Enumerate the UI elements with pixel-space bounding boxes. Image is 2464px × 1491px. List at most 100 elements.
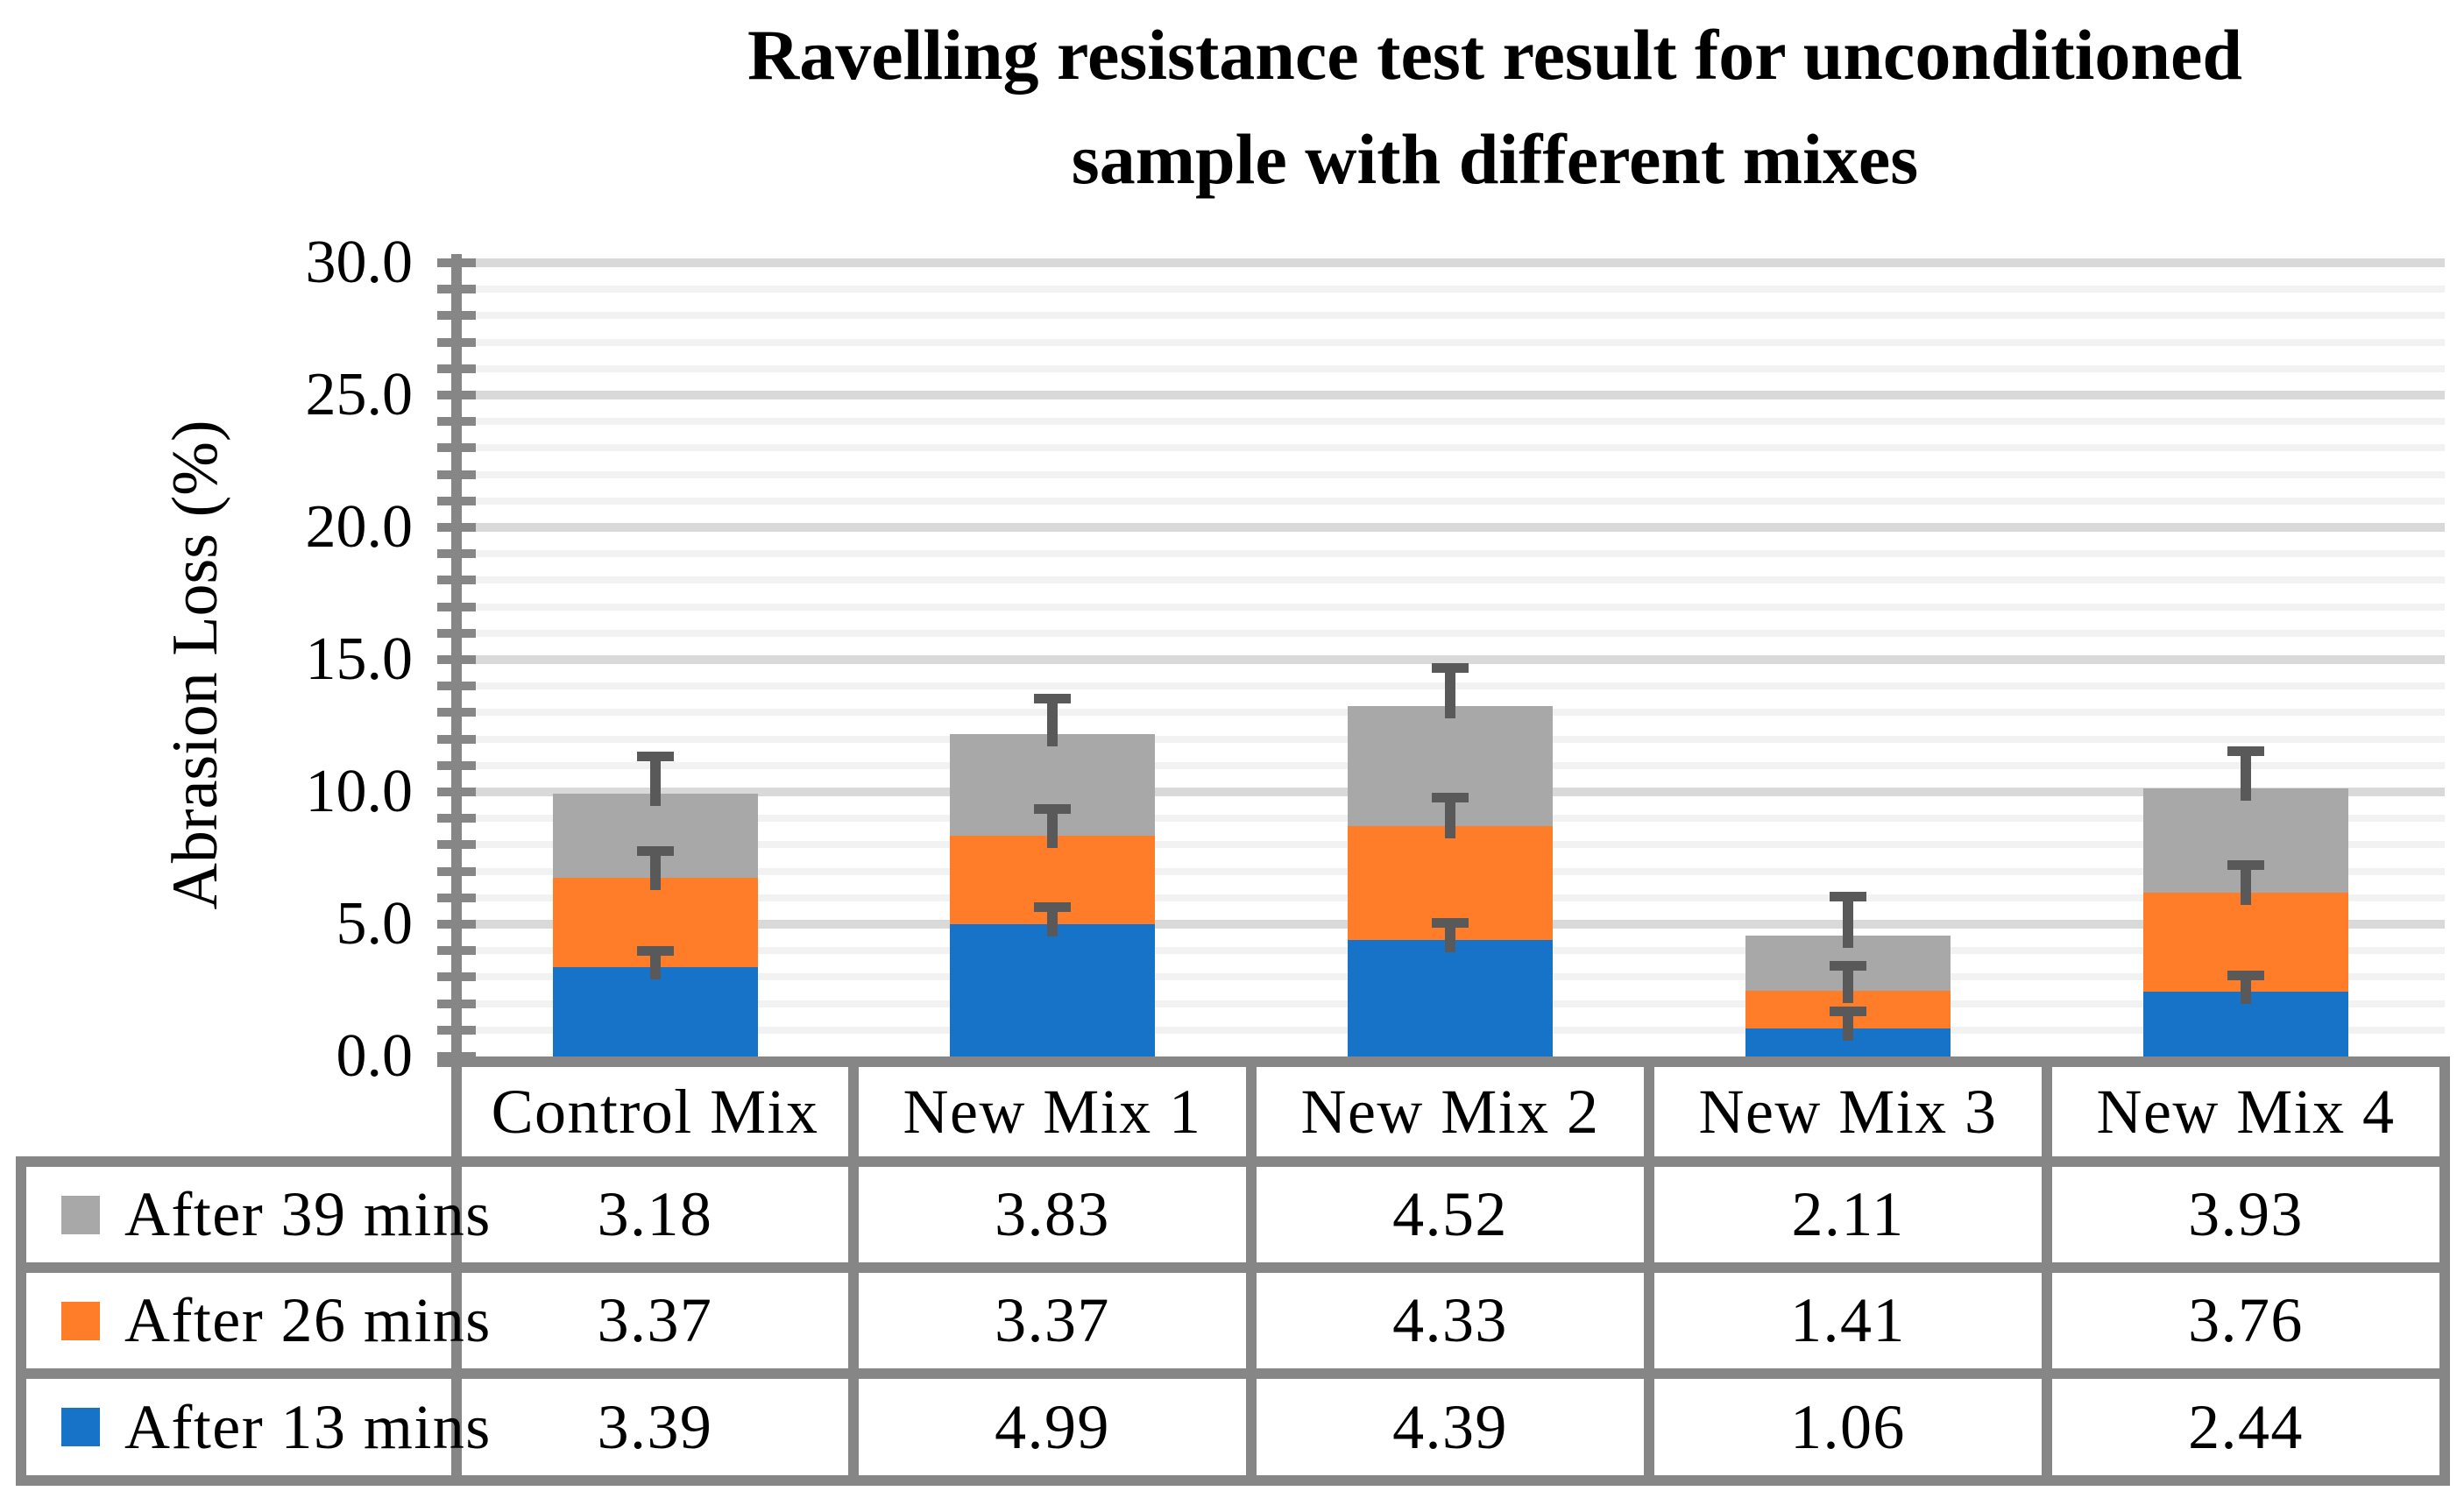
legend-label: After 26 mins	[124, 1285, 492, 1355]
error-bar-stem	[1843, 970, 1853, 1004]
gridline-minor	[457, 312, 2445, 320]
legend-label: After 13 mins	[124, 1391, 492, 1462]
error-bar-stem	[1843, 901, 1853, 948]
gridline-minor	[457, 470, 2445, 478]
gridline-minor	[457, 603, 2445, 611]
y-axis-tick	[437, 840, 476, 850]
error-bar-stem	[649, 760, 661, 806]
error-bar-stem	[1047, 812, 1058, 848]
error-bar-stem	[2241, 979, 2251, 1005]
legend-label: After 39 mins	[124, 1179, 492, 1249]
gridline-major	[457, 523, 2445, 532]
gridline-minor	[457, 418, 2445, 426]
table-border-vertical	[1644, 1056, 1654, 1486]
table-value-cell: 3.18	[597, 1179, 713, 1249]
table-value-cell: 2.11	[1791, 1179, 1905, 1249]
error-bar-stem	[2241, 755, 2251, 802]
table-header-cell: New Mix 4	[2096, 1076, 2396, 1147]
y-axis-tick	[437, 523, 476, 532]
error-bar-stem	[1843, 1014, 1853, 1041]
table-border-vertical	[2042, 1056, 2052, 1486]
y-axis-tick	[437, 391, 476, 399]
y-axis-tick-label: 25.0	[305, 361, 414, 428]
table-value-cell: 3.76	[2188, 1285, 2304, 1355]
y-axis-tick	[437, 628, 476, 638]
table-value-cell: 3.37	[995, 1285, 1110, 1355]
y-axis-tick	[437, 364, 476, 373]
gridline-minor	[457, 444, 2445, 452]
error-bar-cap	[2227, 859, 2264, 870]
y-axis-tick	[437, 496, 476, 505]
gridline-minor	[457, 550, 2445, 558]
y-axis-tick	[437, 946, 476, 956]
table-header-cell: Control Mix	[491, 1076, 819, 1147]
y-axis-tick	[437, 337, 476, 347]
table-value-cell: 4.33	[1392, 1285, 1508, 1355]
gridline-minor	[457, 629, 2445, 637]
gridline-major	[457, 391, 2445, 399]
chart-title-line2: sample with different mixes	[1071, 118, 1919, 199]
error-bar-stem	[1047, 910, 1058, 937]
bar-new-mix-1-after-13-mins	[950, 924, 1155, 1056]
y-axis-tick	[437, 549, 476, 559]
legend-item: After 39 mins	[26, 1167, 490, 1262]
error-bar-cap	[1034, 901, 1071, 912]
error-bar-cap	[1432, 918, 1469, 929]
table-value-cell: 3.83	[995, 1179, 1110, 1249]
y-axis-tick	[437, 788, 476, 796]
error-bar-stem	[649, 855, 661, 890]
error-bar-stem	[2241, 868, 2251, 905]
y-axis-tick	[437, 866, 476, 876]
y-axis-tick	[437, 1025, 476, 1035]
y-axis-tick	[437, 893, 476, 902]
error-bar-stem	[1445, 927, 1455, 953]
y-axis-tick	[437, 602, 476, 611]
error-bar-cap	[1432, 793, 1469, 803]
table-value-cell: 1.06	[1790, 1391, 1906, 1462]
y-axis-tick-label: 5.0	[336, 890, 414, 957]
x-axis-line	[437, 1056, 2450, 1067]
error-bar-cap	[1830, 892, 1866, 902]
y-axis-tick-label: 30.0	[305, 229, 414, 296]
bar-new-mix-2-after-13-mins	[1348, 940, 1553, 1056]
y-axis-tick	[437, 814, 476, 823]
table-border-vertical	[848, 1056, 859, 1486]
error-bar-stem	[1445, 671, 1455, 719]
y-axis-tick-label: 10.0	[305, 758, 414, 825]
error-bar-cap	[1034, 693, 1071, 703]
y-axis-tick	[437, 972, 476, 982]
table-border-horizontal	[16, 1156, 2450, 1167]
table-value-cell: 4.99	[995, 1391, 1110, 1462]
y-axis-tick-label: 15.0	[305, 625, 414, 693]
y-axis-tick	[437, 443, 476, 453]
chart-title-line1: Ravelling resistance test result for unc…	[747, 15, 2243, 95]
error-bar-stem	[1445, 802, 1455, 838]
table-border-vertical	[1246, 1056, 1257, 1486]
table-header-cell: New Mix 3	[1698, 1076, 1998, 1147]
table-value-cell: 3.39	[597, 1391, 713, 1462]
error-bar-cap	[636, 945, 674, 956]
gridline-major	[457, 655, 2445, 664]
table-value-cell: 3.93	[2188, 1179, 2304, 1249]
error-bar-cap	[636, 752, 674, 762]
gridline-minor	[457, 338, 2445, 346]
error-bar-cap	[2227, 746, 2264, 757]
y-axis-tick	[437, 470, 476, 479]
gridline-minor	[457, 364, 2445, 372]
error-bar-cap	[1034, 803, 1071, 814]
y-axis-tick	[437, 999, 476, 1008]
y-axis-tick	[437, 708, 476, 717]
y-axis-tick	[437, 576, 476, 585]
legend-swatch-icon	[61, 1301, 100, 1340]
table-border-vertical	[2439, 1056, 2450, 1486]
error-bar-stem	[649, 954, 661, 979]
y-axis-tick	[437, 734, 476, 744]
table-value-cell: 3.37	[597, 1285, 713, 1355]
gridline-minor	[457, 497, 2445, 505]
y-axis-tick	[437, 655, 476, 664]
table-border-vertical	[451, 1056, 462, 1486]
table-header-cell: New Mix 1	[903, 1076, 1202, 1147]
table-border-horizontal	[16, 1368, 2450, 1379]
legend-swatch-icon	[61, 1408, 100, 1446]
